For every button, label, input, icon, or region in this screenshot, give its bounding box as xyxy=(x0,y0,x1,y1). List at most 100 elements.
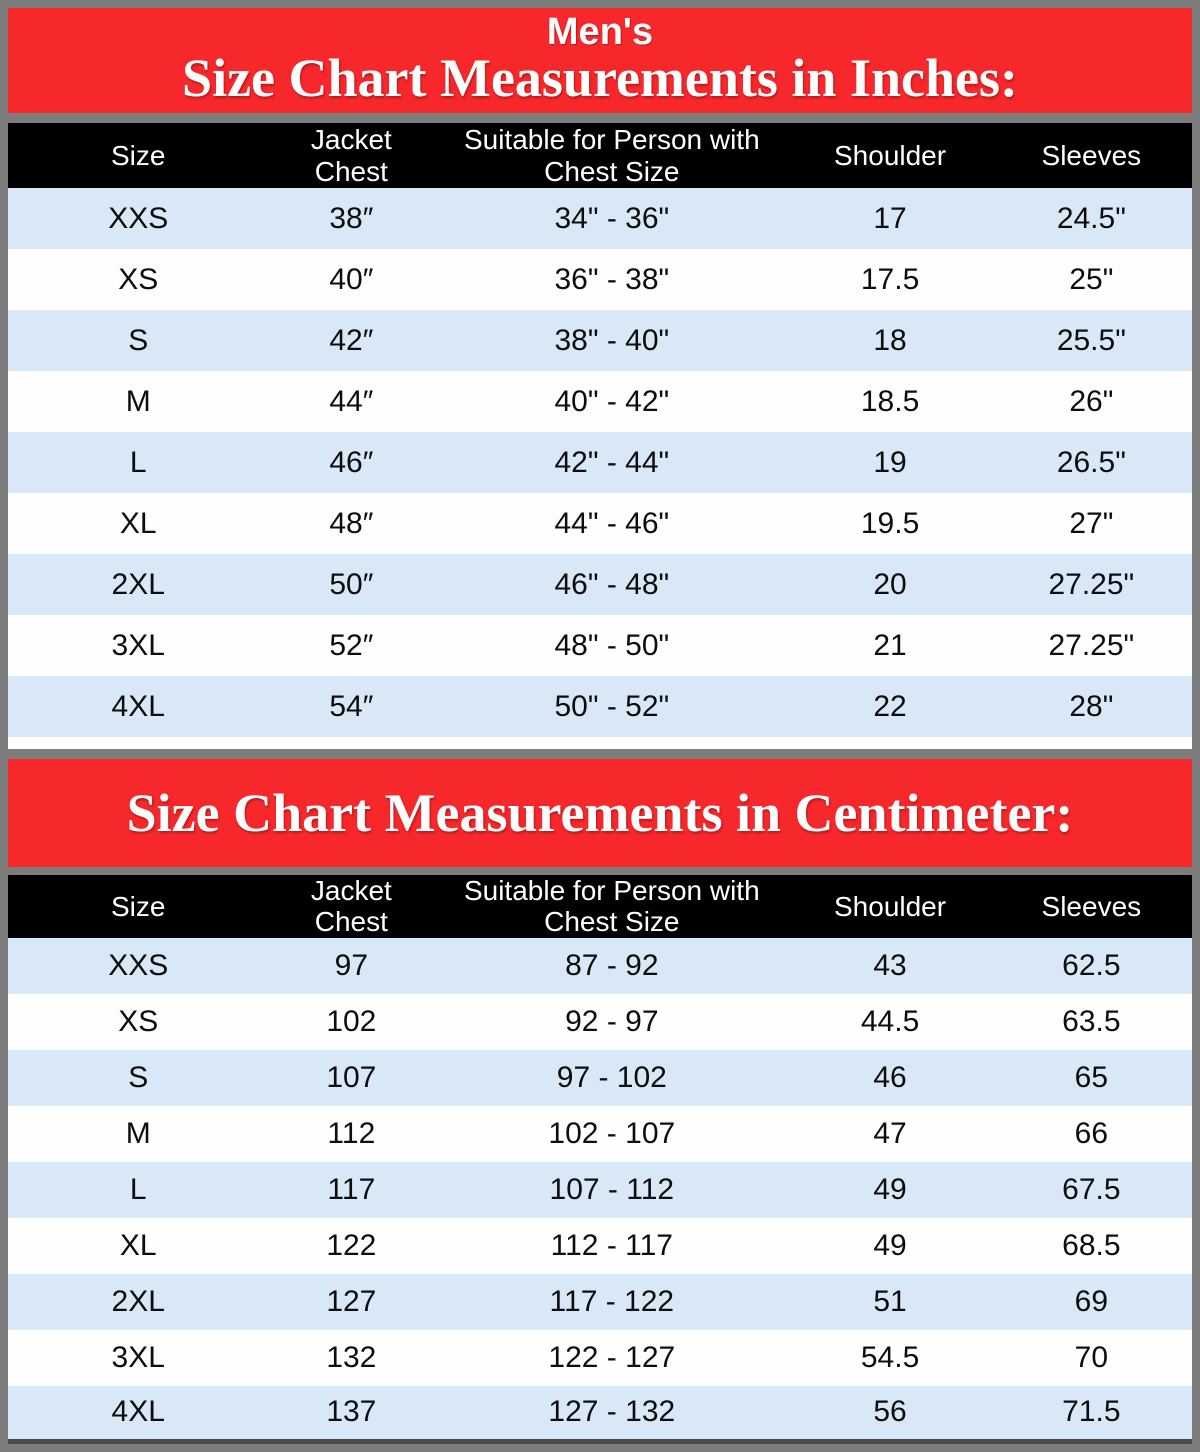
table-cell: 40" - 42" xyxy=(554,384,670,418)
table-cell: 56 xyxy=(873,1395,907,1429)
inches-table-footer-strip xyxy=(8,737,1192,749)
table-cell: 48″ xyxy=(329,506,374,540)
inches-table-body: XXS 38″ 34" - 36" 17 24.5" XS 40″ 36" - 38" 17.5… xyxy=(8,188,1192,737)
table-row: XL 48″ 44" - 46" 19.5 27" xyxy=(8,493,1192,554)
table-cell: 87 - 92 xyxy=(565,948,659,982)
table-row: 4XL 137 127 - 132 56 71.5 xyxy=(8,1385,1192,1442)
column-header: Shoulder xyxy=(789,875,991,938)
table-cell: 28" xyxy=(1069,689,1114,723)
table-cell: L xyxy=(129,445,147,479)
table-cell: 132 xyxy=(326,1340,377,1374)
table-cell: 48" - 50" xyxy=(554,628,670,662)
column-header: Jacket Chest xyxy=(268,123,435,188)
table-cell: 2XL xyxy=(111,567,165,601)
table-cell: 44" - 46" xyxy=(554,506,670,540)
column-header: Sleeves xyxy=(990,123,1192,188)
column-header: Jacket Chest xyxy=(268,875,435,938)
table-cell: 17.5 xyxy=(860,262,920,296)
table-cell: 18.5 xyxy=(860,384,920,418)
table-cell: 51 xyxy=(873,1284,907,1318)
table-cell: 19 xyxy=(873,445,907,479)
table-cell: XS xyxy=(118,262,159,296)
table-row: XXS 97 87 - 92 43 62.5 xyxy=(8,937,1192,994)
table-cell: M xyxy=(125,384,151,418)
table-cell: 47 xyxy=(873,1116,907,1150)
table-cell: XS xyxy=(118,1004,159,1038)
inches-section: Men's Size Chart Measurements in Inches:… xyxy=(8,8,1192,749)
table-cell: 43 xyxy=(873,948,907,982)
table-cell: 46″ xyxy=(329,445,374,479)
table-cell: 49 xyxy=(873,1228,907,1262)
centimeter-banner: Size Chart Measurements in Centimeter: xyxy=(8,759,1192,867)
table-row: 3XL 52″ 48" - 50" 21 27.25" xyxy=(8,615,1192,676)
table-cell: 50″ xyxy=(329,567,374,601)
table-cell: 27.25" xyxy=(1048,628,1135,662)
table-cell: 71.5 xyxy=(1062,1395,1121,1429)
table-cell: 4XL xyxy=(111,1395,165,1429)
table-cell: XL xyxy=(119,1228,157,1262)
table-cell: 122 xyxy=(326,1228,377,1262)
table-cell: 102 xyxy=(326,1004,377,1038)
table-cell: 34" - 36" xyxy=(554,201,670,235)
table-cell: 25.5" xyxy=(1056,323,1126,357)
table-cell: 46" - 48" xyxy=(554,567,670,601)
table-row: M 44″ 40" - 42" 18.5 26" xyxy=(8,371,1192,432)
table-cell: 54.5 xyxy=(860,1340,920,1374)
table-cell: 49 xyxy=(873,1172,907,1206)
table-cell: 27.25" xyxy=(1048,567,1135,601)
table-cell: 70 xyxy=(1074,1340,1109,1374)
table-cell: 42" - 44" xyxy=(554,445,670,479)
table-row: 3XL 132 122 - 127 54.5 70 xyxy=(8,1329,1192,1386)
inches-banner: Men's Size Chart Measurements in Inches: xyxy=(8,8,1192,113)
table-cell: 19.5 xyxy=(860,506,920,540)
column-header: Sleeves xyxy=(990,875,1192,938)
table-cell: 68.5 xyxy=(1062,1228,1121,1262)
table-cell: 107 - 112 xyxy=(549,1172,675,1206)
table-cell: 44.5 xyxy=(860,1004,920,1038)
table-row: 2XL 127 117 - 122 51 69 xyxy=(8,1273,1192,1330)
table-cell: 97 - 102 xyxy=(556,1060,667,1094)
table-cell: 3XL xyxy=(111,628,165,662)
table-cell: 27" xyxy=(1069,506,1114,540)
table-row: 2XL 50″ 46" - 48" 20 27.25" xyxy=(8,554,1192,615)
table-row: XXS 38″ 34" - 36" 17 24.5" xyxy=(8,188,1192,249)
table-cell: 102 - 107 xyxy=(548,1116,676,1150)
table-cell: XXS xyxy=(108,948,169,982)
column-header: Suitable for Person with Chest Size xyxy=(434,875,790,938)
centimeter-table-body: XXS 97 87 - 92 43 62.5 XS 102 92 - 97 44.5 63.5 S 1… xyxy=(8,937,1192,1442)
table-cell: 117 xyxy=(327,1172,376,1206)
column-header: Size xyxy=(8,123,269,188)
table-cell: 67.5 xyxy=(1062,1172,1121,1206)
table-cell: 36" - 38" xyxy=(554,262,670,296)
column-header: Shoulder xyxy=(789,123,991,188)
table-cell: 22 xyxy=(873,689,907,723)
header-row: Size Jacket Chest Suitable for Person with… xyxy=(8,123,1192,188)
table-cell: 38" - 40" xyxy=(554,323,670,357)
centimeter-section: Size Chart Measurements in Centimeter: S… xyxy=(8,759,1192,1445)
table-cell: 63.5 xyxy=(1062,1004,1121,1038)
table-cell: 112 xyxy=(327,1116,376,1150)
table-row: XL 122 112 - 117 49 68.5 xyxy=(8,1217,1192,1274)
table-row: S 42″ 38" - 40" 18 25.5" xyxy=(8,310,1192,371)
table-cell: 65 xyxy=(1074,1060,1109,1094)
header-row: Size Jacket Chest Suitable for Person with… xyxy=(8,875,1192,938)
table-cell: 42″ xyxy=(329,323,374,357)
inches-banner-title: Size Chart Measurements in Inches: xyxy=(182,47,1018,108)
table-cell: 50" - 52" xyxy=(554,689,670,723)
table-row: XS 40″ 36" - 38" 17.5 25" xyxy=(8,249,1192,310)
table-cell: 107 xyxy=(326,1060,377,1094)
table-cell: 66 xyxy=(1074,1116,1109,1150)
table-cell: 54″ xyxy=(329,689,374,723)
table-cell: 97 xyxy=(334,948,369,982)
column-header: Suitable for Person with Chest Size xyxy=(434,123,790,188)
inches-banner-pretitle: Men's xyxy=(546,10,654,53)
table-row: M 112 102 - 107 47 66 xyxy=(8,1105,1192,1162)
table-cell: 44″ xyxy=(329,384,374,418)
table-cell: 127 - 132 xyxy=(548,1395,676,1429)
table-row: XS 102 92 - 97 44.5 63.5 xyxy=(8,993,1192,1050)
table-row: S 107 97 - 102 46 65 xyxy=(8,1049,1192,1106)
table-cell: 20 xyxy=(873,567,907,601)
centimeter-size-table: Size Jacket Chest Suitable for Person with… xyxy=(8,875,1192,1445)
table-cell: L xyxy=(129,1172,147,1206)
